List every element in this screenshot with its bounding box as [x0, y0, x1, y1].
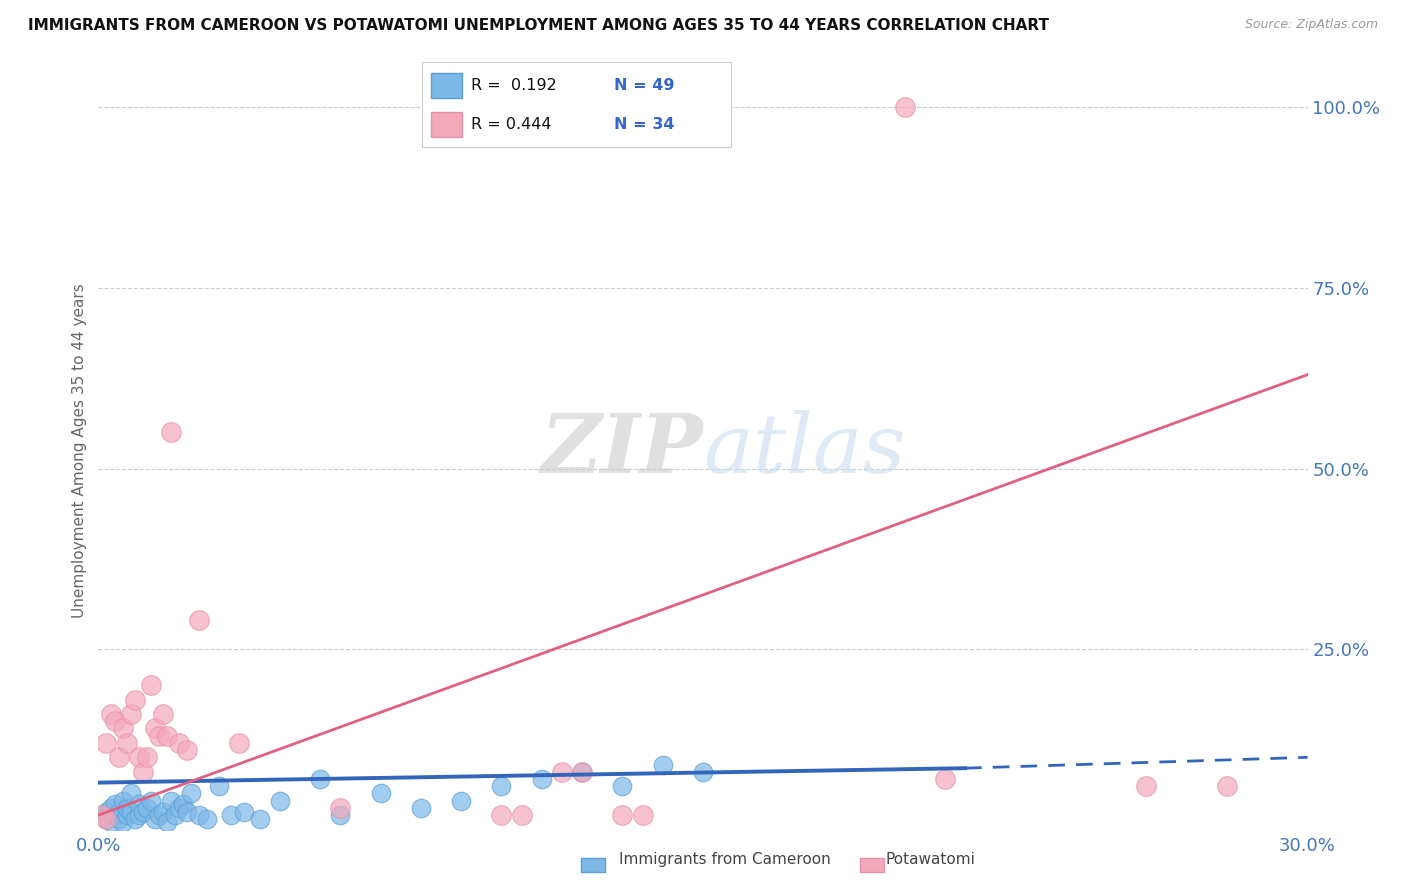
Point	[103, 797, 125, 812]
Point	[450, 794, 472, 808]
Point	[409, 801, 432, 815]
Point	[491, 808, 513, 822]
Text: N = 34: N = 34	[613, 117, 673, 132]
Text: ZIP: ZIP	[540, 410, 703, 491]
Point	[269, 794, 291, 808]
Point	[571, 764, 593, 779]
Point	[176, 743, 198, 757]
Point	[128, 750, 150, 764]
Point	[128, 797, 150, 812]
Point	[152, 805, 174, 819]
Point	[329, 801, 352, 815]
Point	[91, 808, 114, 822]
Point	[115, 736, 138, 750]
Point	[135, 750, 157, 764]
Point	[612, 808, 634, 822]
Point	[139, 794, 162, 808]
Point	[107, 750, 129, 764]
Point	[128, 808, 150, 822]
Point	[167, 801, 190, 815]
Point	[329, 808, 352, 822]
Point	[172, 797, 194, 812]
Point	[551, 764, 574, 779]
Text: R = 0.444: R = 0.444	[471, 117, 551, 132]
Y-axis label: Unemployment Among Ages 35 to 44 years: Unemployment Among Ages 35 to 44 years	[72, 283, 87, 618]
Point	[107, 812, 129, 826]
Point	[309, 772, 332, 786]
Text: Immigrants from Cameroon: Immigrants from Cameroon	[619, 852, 831, 867]
Point	[510, 808, 533, 822]
Point	[111, 722, 134, 736]
Point	[195, 812, 218, 826]
Text: atlas: atlas	[703, 410, 905, 491]
Point	[232, 805, 254, 819]
Point	[152, 706, 174, 721]
Point	[167, 736, 190, 750]
Point	[96, 736, 118, 750]
Point	[96, 812, 118, 826]
Point	[139, 678, 162, 692]
Text: Source: ZipAtlas.com: Source: ZipAtlas.com	[1244, 18, 1378, 31]
Point	[370, 787, 392, 801]
Point	[156, 729, 179, 743]
Bar	[432, 72, 463, 98]
Point	[115, 801, 138, 815]
Point	[176, 805, 198, 819]
Point	[120, 805, 142, 819]
Point	[163, 808, 186, 822]
Point	[1216, 779, 1239, 793]
Point	[612, 779, 634, 793]
Point	[143, 722, 166, 736]
Point	[111, 794, 134, 808]
Point	[91, 808, 114, 822]
Point	[228, 736, 250, 750]
Point	[692, 764, 714, 779]
Point	[120, 787, 142, 801]
Point	[143, 812, 166, 826]
Point	[631, 808, 654, 822]
Text: N = 49: N = 49	[613, 78, 673, 93]
Point	[156, 815, 179, 830]
Text: Potawatomi: Potawatomi	[886, 852, 976, 867]
Text: IMMIGRANTS FROM CAMEROON VS POTAWATOMI UNEMPLOYMENT AMONG AGES 35 TO 44 YEARS CO: IMMIGRANTS FROM CAMEROON VS POTAWATOMI U…	[28, 18, 1049, 33]
Point	[100, 815, 122, 830]
Point	[651, 757, 673, 772]
Point	[96, 812, 118, 826]
Point	[100, 706, 122, 721]
Point	[111, 815, 134, 830]
Point	[148, 808, 170, 822]
Text: R =  0.192: R = 0.192	[471, 78, 557, 93]
Point	[571, 764, 593, 779]
Point	[148, 729, 170, 743]
Point	[120, 706, 142, 721]
Point	[132, 805, 155, 819]
Point	[160, 425, 183, 440]
Point	[249, 812, 271, 826]
Bar	[432, 112, 463, 137]
Point	[96, 805, 118, 819]
Point	[491, 779, 513, 793]
Point	[100, 801, 122, 815]
Point	[103, 808, 125, 822]
Point	[103, 714, 125, 729]
Point	[124, 812, 146, 826]
Point	[221, 808, 243, 822]
Point	[160, 794, 183, 808]
Point	[893, 100, 915, 114]
Point	[208, 779, 231, 793]
Point	[135, 801, 157, 815]
Point	[107, 805, 129, 819]
Point	[1135, 779, 1157, 793]
Point	[124, 692, 146, 706]
Point	[115, 808, 138, 822]
Point	[530, 772, 553, 786]
Point	[188, 808, 211, 822]
Point	[180, 787, 202, 801]
Point	[188, 613, 211, 627]
Point	[132, 764, 155, 779]
Point	[934, 772, 956, 786]
